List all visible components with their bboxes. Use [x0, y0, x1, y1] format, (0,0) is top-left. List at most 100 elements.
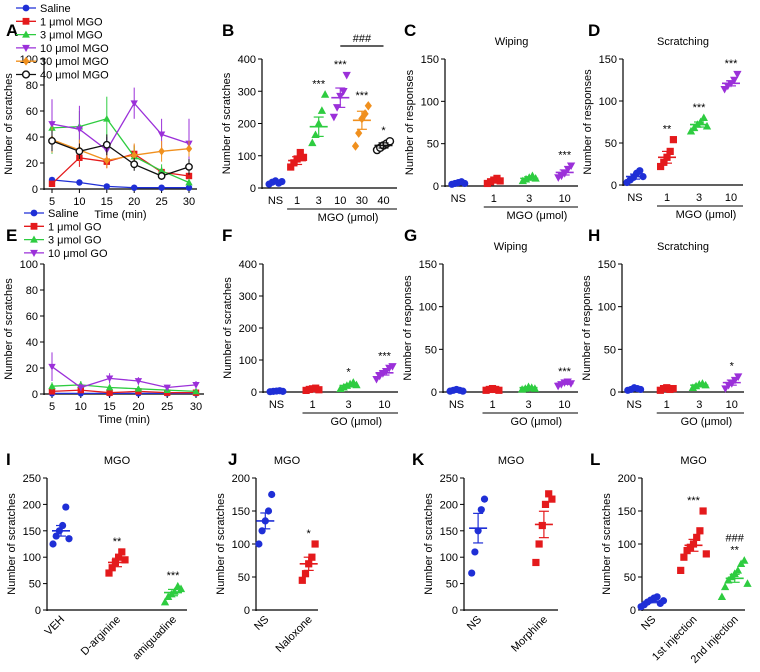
panel-label: A: [6, 21, 18, 40]
y-tick-label: 0: [611, 180, 617, 192]
y-tick-label: 100: [618, 539, 636, 551]
x-tick-label: 15: [101, 196, 113, 208]
data-point: [720, 582, 730, 591]
significance-mark: ***: [355, 90, 369, 102]
data-point: [351, 141, 360, 151]
x-axis-label: MGO (μmol): [507, 210, 568, 222]
data-point: [108, 564, 116, 572]
x-axis-label: GO (μmol): [330, 416, 382, 428]
y-axis-label: Number of scratches: [6, 493, 18, 595]
category-label: NS: [268, 195, 283, 207]
y-tick-label: 100: [239, 355, 257, 367]
category-label: 1: [664, 399, 670, 411]
category-label: NS: [252, 614, 271, 633]
legend-label: 3 μmol MGO: [40, 30, 103, 42]
significance-mark: ***: [725, 58, 739, 70]
y-tick-label: 100: [20, 259, 38, 271]
y-tick-label: 150: [618, 506, 636, 518]
data-point: [192, 382, 200, 389]
y-tick-label: 50: [29, 579, 41, 591]
data-point: [693, 533, 701, 541]
series-line: [51, 138, 190, 162]
series-line: [51, 118, 190, 184]
significance-mark: ***: [167, 570, 181, 582]
category-label: 10: [559, 193, 571, 205]
data-point: [158, 184, 165, 191]
data-point: [103, 183, 111, 190]
panel-label: K: [412, 450, 425, 469]
category-label: 1: [491, 193, 497, 205]
y-tick-label: 100: [421, 96, 439, 108]
panel-i: I 0 50 100 150 200 250 Number of scratches MGO VE…: [6, 450, 187, 662]
data-point: [130, 160, 139, 169]
category-label: 1: [294, 195, 300, 207]
category-label: 3: [525, 399, 531, 411]
category-label: 3: [345, 399, 351, 411]
data-point: [134, 384, 143, 392]
y-tick-label: 50: [605, 138, 617, 150]
data-point: [48, 136, 56, 145]
y-axis-label: Number of scratches: [221, 72, 233, 174]
significance-mark: ***: [693, 102, 707, 114]
panel-h: H 0 50 100 150 Number of responses Scratching N…: [581, 226, 744, 428]
data-point: [311, 540, 319, 548]
y-tick-label: 0: [630, 605, 636, 617]
chart-title: Scratching: [657, 241, 709, 253]
x-tick-label: 30: [190, 401, 202, 413]
data-point: [103, 114, 111, 122]
data-point: [268, 490, 276, 499]
y-axis-label: Number of responses: [581, 275, 593, 381]
panel-k: K 0 50 100 150 200 250 Number of scratches MGO NS…: [412, 450, 558, 655]
legend-label: 10 μmol MGO: [40, 43, 109, 55]
x-axis-label: Time (min): [94, 209, 146, 221]
data-point: [548, 495, 556, 503]
data-point: [134, 378, 143, 385]
series-line: [51, 179, 189, 189]
data-point: [48, 121, 56, 128]
data-point: [131, 184, 138, 191]
data-point: [296, 148, 304, 157]
data-point: [131, 151, 138, 160]
y-tick-label: 40: [26, 337, 38, 349]
data-point: [102, 140, 111, 149]
data-point: [106, 389, 113, 396]
y-tick-label: 150: [440, 526, 458, 538]
data-point: [636, 167, 644, 175]
legend-label: 30 μmol MGO: [40, 56, 109, 68]
data-point: [105, 375, 114, 383]
data-point: [62, 503, 70, 511]
data-point: [298, 576, 306, 584]
panel-c: C 0 50 100 150 Number of responses Wiping NS 1 3 1…: [404, 21, 578, 222]
panel-label: F: [222, 226, 232, 245]
data-point: [480, 495, 489, 503]
y-tick-label: 40: [26, 132, 38, 144]
data-point: [495, 386, 503, 394]
y-tick-label: 100: [598, 302, 616, 314]
data-point: [342, 71, 351, 80]
chart-title: MGO: [680, 455, 707, 467]
x-tick-label: 15: [103, 401, 115, 413]
data-point: [320, 90, 330, 98]
x-tick-label: 25: [155, 196, 167, 208]
panel-label: J: [228, 450, 237, 469]
panel-label: L: [590, 450, 600, 469]
category-label: NS: [465, 614, 484, 633]
data-point: [287, 163, 295, 171]
y-tick-label: 400: [238, 54, 256, 66]
data-point: [696, 527, 704, 535]
significance-mark: *: [346, 366, 351, 378]
category-label: 10: [378, 399, 390, 411]
data-point: [49, 540, 57, 548]
data-point: [48, 388, 56, 395]
data-point: [566, 162, 576, 170]
data-point: [75, 126, 84, 134]
significance-mark: *: [730, 361, 735, 373]
chart-title: Scratching: [657, 36, 709, 48]
chart-title: Wiping: [495, 36, 529, 48]
significance-mark: ***: [312, 78, 326, 90]
data-point: [339, 88, 348, 96]
legend-label: 10 μmol GO: [48, 248, 108, 260]
y-tick-label: 0: [610, 387, 616, 399]
significance-mark: ***: [378, 350, 392, 362]
